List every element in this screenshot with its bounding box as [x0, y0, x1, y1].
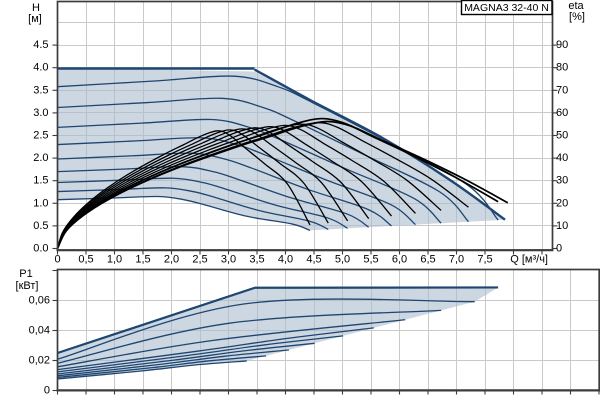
svg-text:60: 60	[556, 107, 568, 119]
svg-text:7,5: 7,5	[477, 254, 492, 266]
svg-text:6,5: 6,5	[420, 254, 435, 266]
svg-text:0,02: 0,02	[29, 355, 50, 367]
svg-text:1,0: 1,0	[107, 254, 122, 266]
svg-text:0: 0	[44, 385, 50, 397]
svg-text:4,0: 4,0	[278, 254, 293, 266]
svg-text:4.0: 4.0	[33, 62, 48, 74]
svg-text:H: H	[32, 2, 40, 14]
svg-text:3.0: 3.0	[33, 107, 48, 119]
svg-text:10: 10	[556, 220, 568, 232]
svg-text:2.5: 2.5	[33, 130, 48, 142]
svg-text:0: 0	[54, 254, 60, 266]
svg-text:0.5: 0.5	[33, 220, 48, 232]
svg-text:5,0: 5,0	[335, 254, 350, 266]
svg-text:1.0: 1.0	[33, 197, 48, 209]
svg-text:Q [м³/ч]: Q [м³/ч]	[510, 254, 548, 266]
svg-text:0,5: 0,5	[78, 254, 93, 266]
svg-text:1,5: 1,5	[135, 254, 150, 266]
svg-text:2.0: 2.0	[33, 152, 48, 164]
svg-text:0: 0	[556, 243, 562, 255]
svg-text:P1: P1	[19, 268, 32, 280]
svg-text:[м]: [м]	[28, 13, 42, 25]
svg-text:90: 90	[556, 39, 568, 51]
svg-text:eta: eta	[568, 0, 584, 12]
svg-text:1.5: 1.5	[33, 175, 48, 187]
svg-text:0,04: 0,04	[29, 325, 50, 337]
svg-text:[кВт]: [кВт]	[16, 280, 39, 292]
svg-text:6,0: 6,0	[392, 254, 407, 266]
svg-text:70: 70	[556, 84, 568, 96]
svg-text:2,5: 2,5	[192, 254, 207, 266]
svg-text:50: 50	[556, 130, 568, 142]
svg-text:0.0: 0.0	[33, 243, 48, 255]
svg-text:3,0: 3,0	[221, 254, 236, 266]
svg-text:MAGNA3 32-40 N: MAGNA3 32-40 N	[464, 2, 549, 14]
svg-text:20: 20	[556, 197, 568, 209]
svg-text:2,0: 2,0	[164, 254, 179, 266]
svg-text:7,0: 7,0	[449, 254, 464, 266]
svg-text:4.5: 4.5	[33, 39, 48, 51]
svg-text:40: 40	[556, 152, 568, 164]
svg-text:0,06: 0,06	[29, 295, 50, 307]
svg-text:[%]: [%]	[569, 11, 585, 23]
svg-text:5,5: 5,5	[363, 254, 378, 266]
svg-text:3.5: 3.5	[33, 84, 48, 96]
svg-text:30: 30	[556, 175, 568, 187]
svg-text:4,5: 4,5	[306, 254, 321, 266]
svg-text:3,5: 3,5	[249, 254, 264, 266]
svg-text:80: 80	[556, 62, 568, 74]
